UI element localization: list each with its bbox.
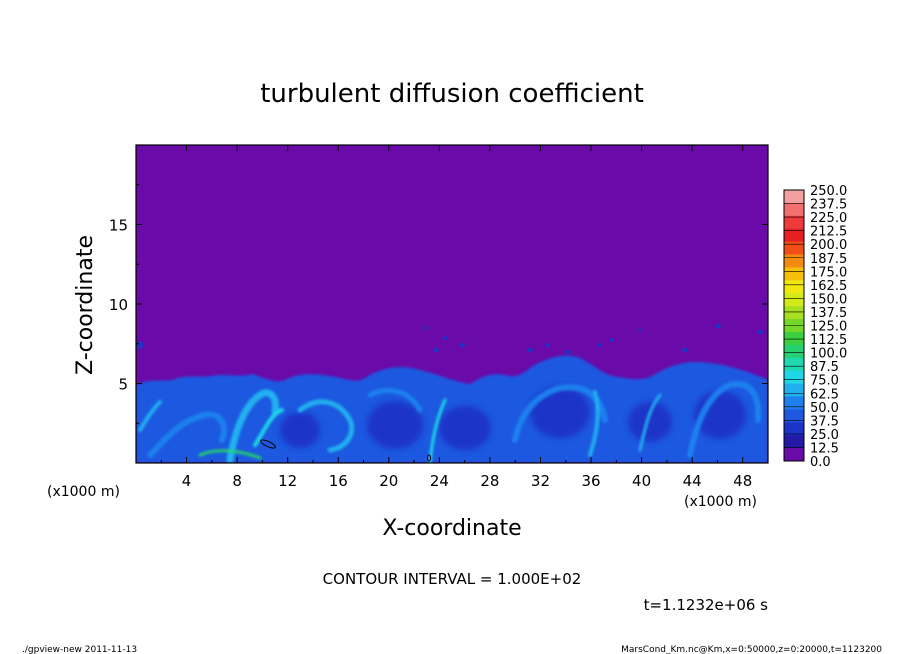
colorbar-swatch [784,202,804,217]
x-tick-label: 36 [581,472,600,490]
colorbar-swatch [784,396,804,410]
x-tick-label: 12 [278,472,297,490]
y-axis: 5 10 15 [109,184,768,424]
colorbar-swatch [784,267,804,281]
x-tick-label: 40 [632,472,651,490]
time-label: t=1.1232e+06 s [644,596,769,614]
colorbar-swatch [784,409,804,423]
colorbar-swatch [784,383,804,397]
colorbar-label: 212.5 [810,225,847,240]
colorbar-label: 37.5 [810,414,839,429]
colorbar-swatch [784,344,804,359]
colorbar-swatch [784,331,804,346]
colorbar-label: 225.0 [810,211,847,226]
colorbar-label: 87.5 [810,360,839,375]
colorbar-swatch [784,357,804,371]
colorbar-swatch [784,448,804,462]
colorbar-label: 62.5 [810,387,839,402]
x-tick-label: 20 [379,472,398,490]
colorbar-label: 100.0 [810,347,847,362]
x-tick-label: 24 [430,472,449,490]
chart-title: turbulent diffusion coefficient [260,79,644,109]
x-tick-label: 4 [182,472,192,490]
x-tick-label: 28 [480,472,499,490]
colorbar-swatch [784,215,804,230]
contour-line [260,439,276,449]
vortex-cores [280,386,746,450]
x-axis-label: X-coordinate [382,516,521,541]
colorbar-label: 162.5 [810,279,847,294]
x-tick-label: 32 [531,472,550,490]
footer-right: MarsCond_Km.nc@Km,x=0:50000,z=0:20000,t=… [621,645,882,654]
colorbar-swatch [784,228,804,242]
colorbar-label: 50.0 [810,401,839,416]
colorbar-label: 137.5 [810,306,847,321]
colorbar-swatch [784,435,804,449]
colorbar-swatch [784,254,804,268]
x-tick-label: 44 [683,472,702,490]
x-tick-label: 48 [733,472,752,490]
colorbar-label: 0.0 [810,455,831,470]
x-tick-label: 8 [232,472,242,490]
colorbar-label: 250.0 [810,184,847,199]
x-unit-right: (x1000 m) [684,494,757,510]
colorbar-swatch [784,280,804,294]
colorbar-label: 237.5 [810,198,847,213]
colorbar-label: 12.5 [810,441,839,456]
y-tick-label: 15 [109,217,128,235]
colorbar-label: 75.0 [810,374,839,389]
colorbar-label: 175.0 [810,265,847,280]
colorbar-swatch [784,370,804,384]
colorbar-label: 187.5 [810,252,847,267]
y-tick-label: 10 [109,296,128,314]
colorbar-swatch [784,190,804,204]
colorbar-label: 25.0 [810,428,839,443]
x-tick-label: 16 [329,472,348,490]
colorbar-swatch [784,306,804,320]
colorbar-swatch [784,241,804,255]
high-diffusion-streaks [138,381,762,463]
contour-interval: CONTOUR INTERVAL = 1.000E+02 [323,570,582,588]
colorbar-swatch [784,293,804,307]
colorbar-label: 200.0 [810,238,847,253]
colorbar-swatch [784,422,804,436]
contour-line [427,454,431,462]
footer-left: ./gpview-new 2011-11-13 [22,645,137,654]
y-axis-label: Z-coordinate [73,235,98,375]
y-tick-label: 5 [118,376,128,394]
colorbar-label: 125.0 [810,320,847,335]
colorbar: 250.0237.5225.0212.5200.0187.5175.0162.5… [783,184,847,470]
plot-area [136,145,768,463]
x-unit-left: (x1000 m) [47,484,120,500]
colorbar-label: 150.0 [810,292,847,307]
detached-eddies [137,324,763,354]
x-axis: 4 8 12 16 20 24 28 32 36 40 44 48 [160,145,752,490]
colorbar-label: 112.5 [810,333,847,348]
